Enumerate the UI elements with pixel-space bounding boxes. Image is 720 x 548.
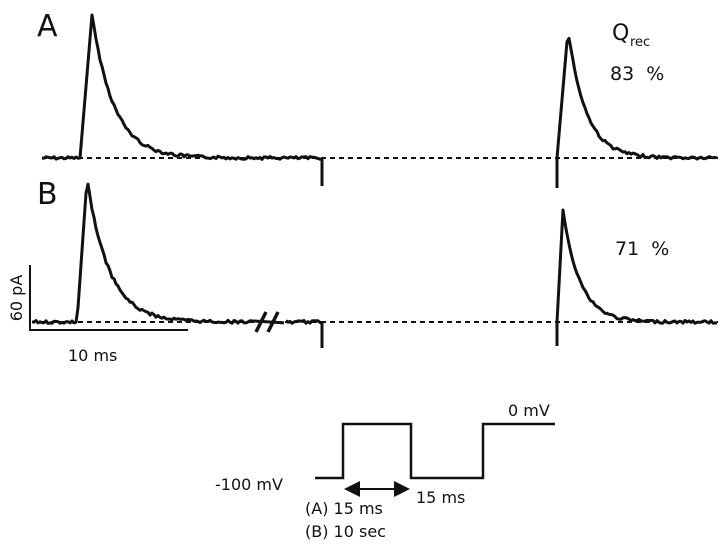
level-label: 0 mV xyxy=(508,401,550,420)
interval-label: (B) 10 sec xyxy=(305,522,386,541)
panel-label: B xyxy=(37,177,58,212)
interval-label: (A) 15 ms xyxy=(305,499,383,518)
scale-current: 60 pA xyxy=(7,275,26,322)
q-subscript: rec xyxy=(630,35,650,50)
voltage-protocol xyxy=(315,422,555,480)
q-label: Q xyxy=(612,21,629,46)
current-trace xyxy=(555,208,718,346)
recovery-value: 83 % xyxy=(610,63,664,85)
panel-label: A xyxy=(37,9,58,44)
level-label: -100 mV xyxy=(215,475,283,494)
current-trace xyxy=(31,182,324,348)
scale-time: 10 ms xyxy=(68,346,117,365)
gap-label: 15 ms xyxy=(416,488,465,507)
current-trace xyxy=(41,13,324,186)
scale-bar xyxy=(29,265,188,331)
current-trace xyxy=(555,36,718,188)
recovery-value: 71 % xyxy=(615,238,669,260)
